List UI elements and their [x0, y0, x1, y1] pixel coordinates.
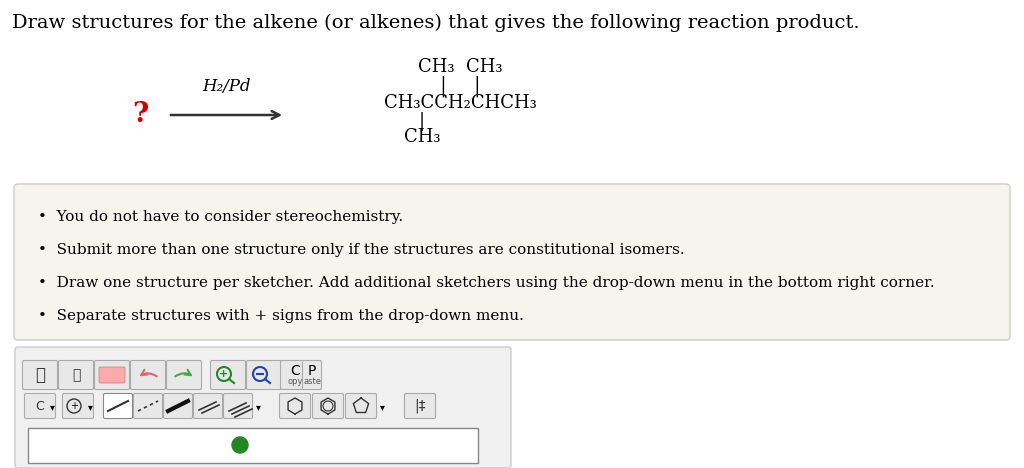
Text: H₂/Pd: H₂/Pd — [202, 78, 250, 95]
Text: CH₃  CH₃: CH₃ CH₃ — [418, 58, 502, 76]
FancyBboxPatch shape — [62, 394, 93, 418]
FancyBboxPatch shape — [223, 394, 253, 418]
Text: 🧴: 🧴 — [72, 368, 80, 382]
FancyBboxPatch shape — [130, 360, 166, 389]
FancyBboxPatch shape — [211, 360, 246, 389]
FancyBboxPatch shape — [103, 394, 132, 418]
Text: │    │: │ │ — [437, 76, 482, 97]
FancyBboxPatch shape — [404, 394, 435, 418]
Text: •  Draw one structure per sketcher. Add additional sketchers using the drop-down: • Draw one structure per sketcher. Add a… — [38, 276, 935, 290]
Text: CH₃: CH₃ — [403, 128, 440, 146]
Text: •  You do not have to consider stereochemistry.: • You do not have to consider stereochem… — [38, 210, 403, 224]
Text: •  Submit more than one structure only if the structures are constitutional isom: • Submit more than one structure only if… — [38, 243, 685, 257]
FancyBboxPatch shape — [23, 360, 57, 389]
FancyBboxPatch shape — [345, 394, 377, 418]
Text: ▾: ▾ — [256, 402, 260, 412]
FancyBboxPatch shape — [280, 394, 310, 418]
Text: |: | — [419, 112, 425, 131]
Text: ✋: ✋ — [35, 366, 45, 384]
Circle shape — [232, 437, 248, 453]
FancyBboxPatch shape — [14, 184, 1010, 340]
Text: •  Separate structures with + signs from the drop-down menu.: • Separate structures with + signs from … — [38, 309, 524, 323]
FancyBboxPatch shape — [194, 394, 222, 418]
Text: +: + — [70, 401, 78, 411]
FancyBboxPatch shape — [94, 360, 129, 389]
FancyBboxPatch shape — [58, 360, 93, 389]
Text: aste: aste — [303, 376, 321, 386]
FancyBboxPatch shape — [25, 394, 55, 418]
FancyBboxPatch shape — [312, 394, 343, 418]
FancyBboxPatch shape — [133, 394, 163, 418]
FancyBboxPatch shape — [167, 360, 202, 389]
Text: C: C — [36, 400, 44, 412]
Text: |‡: |‡ — [415, 399, 426, 413]
Text: opy: opy — [288, 376, 303, 386]
Text: ?: ? — [132, 102, 148, 129]
Text: +: + — [219, 369, 228, 379]
Text: C: C — [290, 364, 300, 378]
Text: Draw structures for the alkene (or alkenes) that gives the following reaction pr: Draw structures for the alkene (or alken… — [12, 14, 859, 32]
Text: ▾: ▾ — [49, 402, 54, 412]
FancyBboxPatch shape — [99, 367, 125, 383]
Text: CH₃CCH₂CHCH₃: CH₃CCH₂CHCH₃ — [384, 94, 537, 112]
FancyBboxPatch shape — [164, 394, 193, 418]
FancyBboxPatch shape — [247, 360, 282, 389]
FancyBboxPatch shape — [281, 360, 322, 389]
FancyBboxPatch shape — [28, 428, 478, 463]
Text: P: P — [308, 364, 316, 378]
Text: ▾: ▾ — [380, 402, 384, 412]
Text: ▾: ▾ — [88, 402, 92, 412]
FancyBboxPatch shape — [15, 347, 511, 468]
